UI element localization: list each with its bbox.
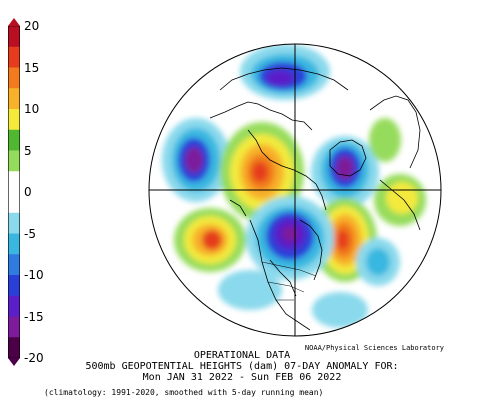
colorbar-tick-label: -15 (24, 309, 44, 324)
title-line-3: Mon JAN 31 2022 - Sun FEB 06 2022 (142, 372, 342, 383)
credit-label: NOAA/Physical Sciences Laboratory (304, 344, 444, 352)
colorbar-segment (8, 192, 20, 214)
colorbar-segment (8, 129, 20, 151)
colorbar-tick-label: 20 (24, 19, 40, 33)
colorbar-tick-label: 15 (24, 60, 40, 75)
colorbar-tick-label: -10 (24, 268, 44, 282)
colorbar-tick-label: -5 (24, 226, 36, 241)
map-border (148, 43, 442, 337)
colorbar-tick-label: -20 (24, 351, 44, 365)
colorbar-bottom-arrow (8, 358, 20, 366)
colorbar-segment (8, 26, 20, 48)
colorbar-segment (8, 212, 20, 234)
colorbar-segment (8, 46, 20, 68)
colorbar-segment (8, 150, 20, 172)
title-line-1: OPERATIONAL DATA (193, 350, 291, 361)
colorbar-segment (8, 254, 20, 276)
colorbar-segment (8, 275, 20, 297)
colorbar-tick-label: 10 (24, 102, 40, 116)
climatology-note: (climatology: 1991-2020, smoothed with 5… (44, 388, 324, 397)
colorbar-tick-label: 5 (24, 143, 32, 158)
colorbar-segment (8, 295, 20, 317)
borders (261, 261, 317, 301)
colorbar-segment (8, 233, 20, 255)
title-line-2: 500mb GEOPOTENTIAL HEIGHTS (dam) 07-DAY … (85, 361, 399, 372)
colorbar-segment (8, 88, 20, 110)
colorbar-segment (8, 337, 20, 359)
colorbar-top-arrow (8, 18, 20, 26)
colorbar-segment (8, 109, 20, 131)
colorbar-segment (8, 67, 20, 89)
colorbar-tick-label: 0 (24, 185, 32, 199)
colorbar-segment (8, 316, 20, 338)
coastlines (209, 67, 421, 331)
colorbar-segment (8, 171, 20, 193)
colorbar (8, 18, 20, 366)
